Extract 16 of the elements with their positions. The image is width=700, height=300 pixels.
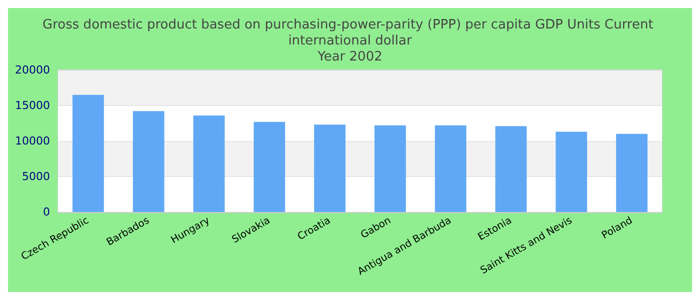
bar [132,111,164,212]
bar [616,134,648,212]
bar [556,132,588,212]
bar [434,125,466,212]
y-tick-label: 15000 [15,99,50,112]
y-tick-label: 10000 [15,134,50,148]
y-tick-label: 5000 [22,170,50,183]
bar [495,126,527,212]
bar [193,115,225,212]
y-tick-label: 20000 [15,64,50,76]
bar [374,125,406,212]
bar [72,94,104,212]
y-tick-label: 0 [43,206,50,218]
chart-title: Gross domestic product based on purchasing-power-parity (PPP) per capita GDP Units Current international dollar Year 2002 [42,18,658,64]
bar [314,124,346,212]
bar [254,122,286,212]
